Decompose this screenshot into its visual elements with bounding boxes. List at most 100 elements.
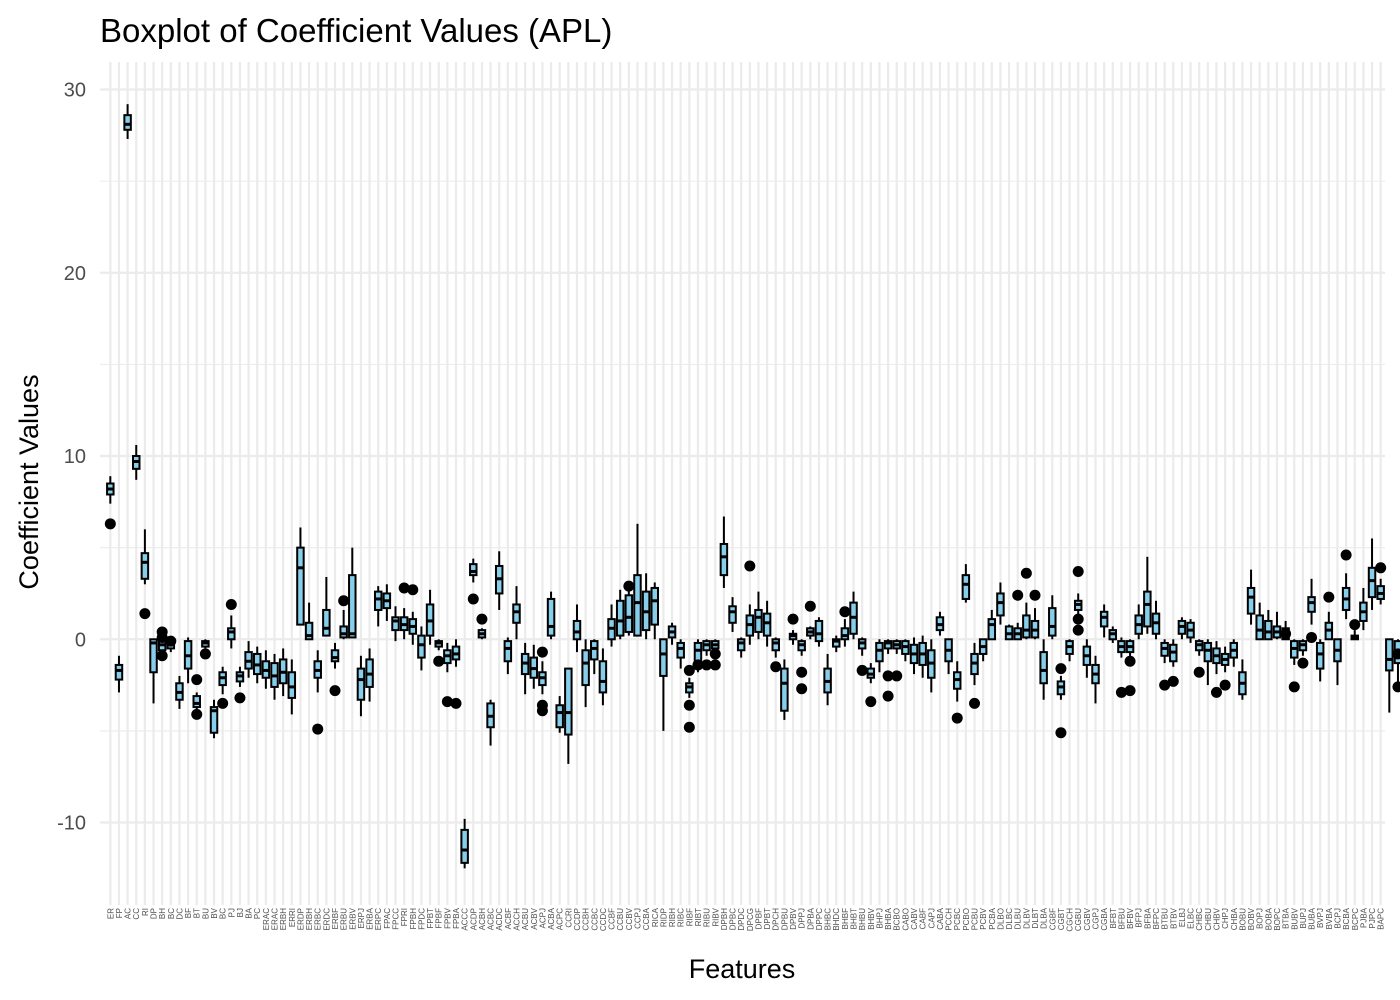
box-outlier bbox=[891, 670, 903, 682]
box-outlier bbox=[744, 560, 756, 572]
box-outlier bbox=[709, 659, 721, 671]
box-83 bbox=[823, 653, 832, 706]
x-tick-label: FPBH bbox=[409, 908, 418, 930]
box-outlier bbox=[467, 593, 479, 605]
box-145 bbox=[1359, 587, 1368, 631]
box-iqr bbox=[512, 603, 521, 624]
x-tick-label: ERBH bbox=[305, 908, 314, 930]
box-65 bbox=[667, 622, 677, 645]
x-tick-label: BF bbox=[184, 908, 193, 918]
box-iqr bbox=[754, 608, 763, 633]
box-iqr bbox=[1307, 596, 1316, 613]
box-iqr bbox=[1039, 651, 1048, 685]
box-59 bbox=[615, 589, 625, 640]
box-97 bbox=[944, 638, 953, 675]
box-92 bbox=[901, 639, 910, 662]
x-tick-label: RIBC bbox=[677, 908, 686, 927]
box-64 bbox=[659, 638, 668, 731]
box-115 bbox=[1099, 604, 1109, 638]
box-27 bbox=[338, 595, 350, 640]
box-outlier bbox=[312, 723, 324, 735]
x-tick-label: BFBT bbox=[1109, 908, 1118, 929]
x-tick-label: BOBV bbox=[1247, 907, 1256, 930]
x-tick-label: DPBU bbox=[780, 908, 789, 930]
box-outlier bbox=[156, 631, 168, 643]
x-tick-label: BAPC bbox=[1377, 908, 1386, 930]
box-127 bbox=[1203, 639, 1213, 686]
box-iqr bbox=[287, 671, 297, 699]
x-tick-label: DLBV bbox=[1022, 907, 1031, 929]
box-9 bbox=[183, 637, 193, 684]
box-iqr bbox=[227, 627, 236, 641]
box-outlier bbox=[1349, 619, 1361, 631]
box-12 bbox=[209, 699, 219, 739]
box-57 bbox=[598, 648, 608, 706]
box-iqr bbox=[996, 592, 1005, 617]
box-62 bbox=[641, 573, 651, 640]
box-iqr bbox=[1255, 614, 1264, 641]
x-tick-label: DPPJ bbox=[798, 908, 807, 928]
box-40 bbox=[450, 639, 462, 709]
box-outlier bbox=[225, 598, 237, 610]
box-iqr bbox=[1203, 641, 1213, 663]
x-tick-label: BHBA bbox=[884, 907, 893, 929]
box-outlier bbox=[1297, 657, 1309, 669]
x-tick-label: BT bbox=[193, 908, 202, 918]
box-outlier bbox=[1115, 686, 1127, 698]
box-iqr bbox=[883, 640, 893, 650]
x-tick-label: RIDP bbox=[659, 908, 668, 927]
box-iqr bbox=[659, 638, 668, 677]
box-outlier bbox=[1020, 567, 1032, 579]
box-54 bbox=[572, 604, 582, 653]
x-tick-label: BCBA bbox=[1342, 907, 1351, 929]
y-axis-title: Coefficient Values bbox=[14, 374, 44, 589]
x-tick-label: BTBU bbox=[1161, 908, 1170, 930]
box-90 bbox=[882, 639, 894, 702]
x-tick-label: RICA bbox=[651, 907, 660, 927]
y-tick-label: -10 bbox=[57, 813, 86, 835]
box-34 bbox=[398, 582, 410, 640]
box-60 bbox=[623, 580, 635, 636]
x-tick-label: BVPJ bbox=[1316, 908, 1325, 928]
box-outlier bbox=[683, 721, 695, 733]
box-110 bbox=[1055, 663, 1067, 739]
box-107 bbox=[1029, 589, 1041, 640]
box-outlier bbox=[882, 670, 894, 682]
box-108 bbox=[1039, 639, 1048, 700]
x-tick-label: DP bbox=[150, 908, 159, 919]
box-32 bbox=[382, 584, 392, 621]
box-117 bbox=[1115, 637, 1127, 698]
x-tick-label: CABO bbox=[901, 908, 910, 931]
x-tick-label: ACCH bbox=[512, 908, 521, 931]
x-tick-label: CABF bbox=[919, 908, 928, 929]
x-tick-label: DPCG bbox=[746, 908, 755, 931]
box-85 bbox=[839, 606, 851, 647]
box-outlier bbox=[165, 635, 177, 647]
x-tick-label: BVBA bbox=[1325, 907, 1334, 929]
box-69 bbox=[701, 639, 713, 671]
x-tick-label: BC bbox=[167, 908, 176, 919]
box-iqr bbox=[598, 660, 608, 694]
box-iqr bbox=[650, 586, 660, 626]
box-36 bbox=[417, 626, 426, 671]
x-tick-label: BHBF bbox=[841, 908, 850, 929]
box-outlier bbox=[1167, 675, 1179, 687]
x-tick-label: PJ bbox=[227, 908, 236, 917]
x-tick-label: BCPC bbox=[1351, 908, 1360, 930]
box-31 bbox=[373, 586, 383, 627]
box-outlier bbox=[1029, 589, 1041, 601]
box-outlier bbox=[1340, 549, 1352, 561]
box-99 bbox=[961, 564, 971, 603]
y-tick-label: 0 bbox=[75, 629, 86, 651]
x-tick-label: PCBO bbox=[962, 908, 971, 931]
y-tick-label: 30 bbox=[64, 79, 86, 101]
box-3 bbox=[132, 445, 141, 480]
box-128 bbox=[1210, 641, 1222, 698]
box-129 bbox=[1219, 646, 1231, 691]
box-outlier bbox=[1280, 628, 1292, 640]
x-tick-label: ERAC bbox=[271, 908, 280, 930]
x-tick-label: FPRI bbox=[400, 908, 409, 926]
box-6 bbox=[156, 626, 168, 662]
x-tick-label: ACBF bbox=[504, 908, 513, 929]
